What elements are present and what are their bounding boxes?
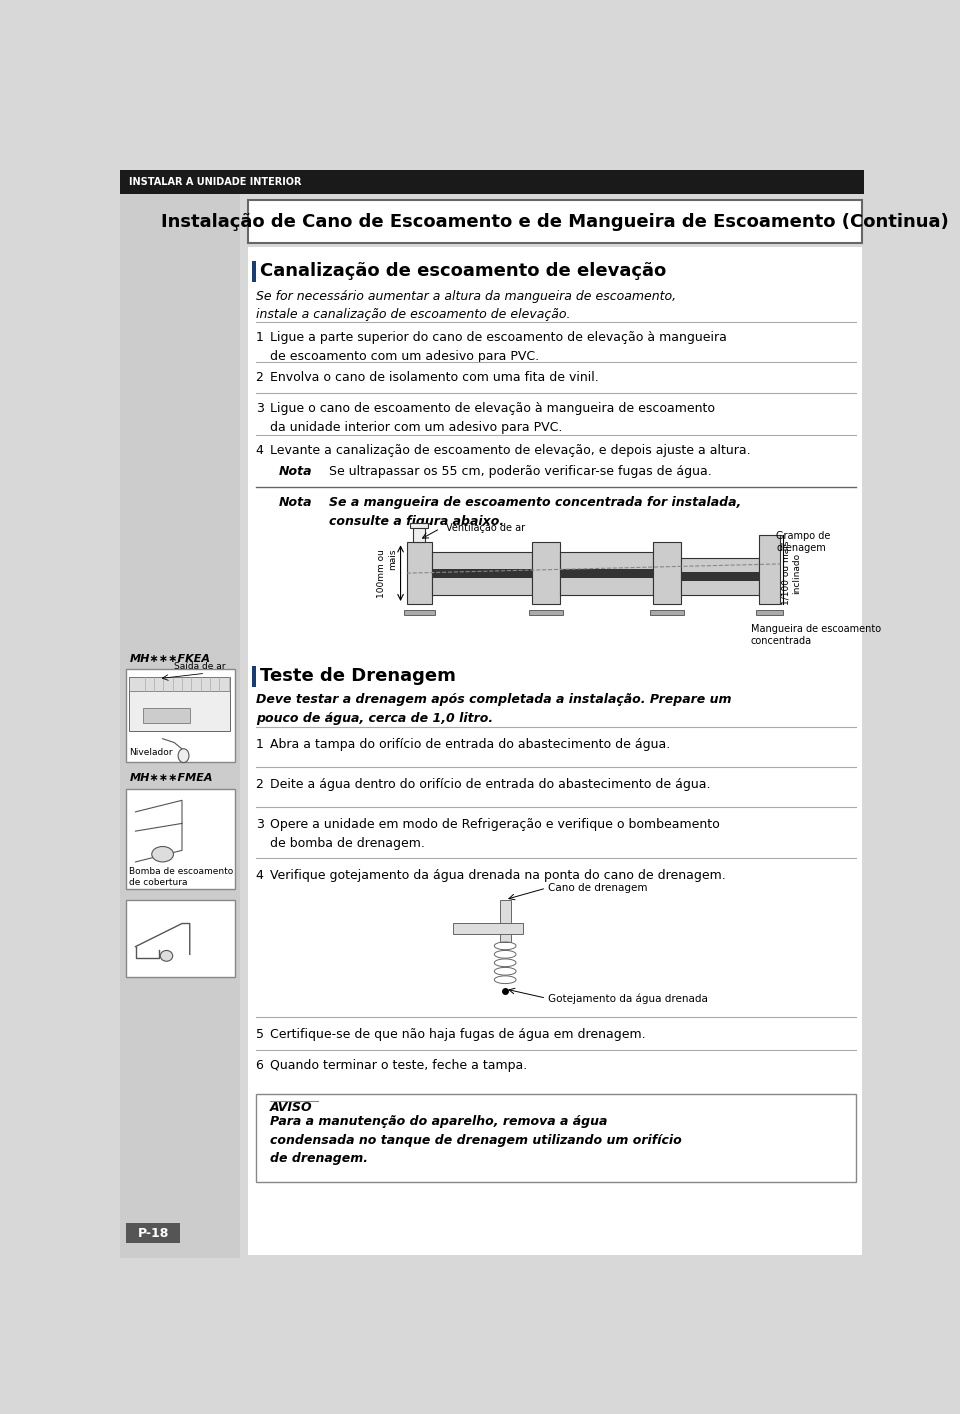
Text: Verifique gotejamento da água drenada na ponta do cano de drenagem.: Verifique gotejamento da água drenada na… (270, 868, 726, 882)
Text: Mangueira de escoamento
concentrada: Mangueira de escoamento concentrada (751, 624, 881, 646)
Text: 6: 6 (255, 1059, 263, 1072)
Text: 3: 3 (255, 819, 263, 831)
Bar (561, 551, 653, 595)
Text: Ligue o cano de escoamento de elevação à mangueira de escoamento
da unidade inte: Ligue o cano de escoamento de elevação à… (270, 402, 714, 434)
Text: Nota: Nota (278, 465, 312, 478)
Bar (403, 609, 435, 615)
Text: MH∗∗∗FKEA: MH∗∗∗FKEA (130, 655, 210, 665)
Text: AVISO: AVISO (270, 1102, 312, 1114)
Text: Abra a tampa do orifício de entrada do abastecimento de água.: Abra a tampa do orifício de entrada do a… (270, 738, 670, 751)
Text: 1: 1 (255, 738, 263, 751)
Text: Cano de drenagem: Cano de drenagem (548, 882, 647, 892)
Text: Deve testar a drenagem após completada a instalação. Prepare um
pouco de água, c: Deve testar a drenagem após completada a… (255, 693, 732, 725)
Bar (410, 523, 428, 527)
Bar (130, 677, 230, 731)
Text: 1/100 ou mais
inclinado: 1/100 ou mais inclinado (781, 542, 802, 605)
Text: Se a mangueira de escoamento concentrada for instalada,
consulte a figura abaixo: Se a mangueira de escoamento concentrada… (329, 496, 741, 527)
Bar (126, 669, 234, 762)
Text: 4: 4 (255, 444, 263, 457)
Bar (252, 666, 255, 687)
Bar (126, 789, 234, 889)
Text: Nota: Nota (278, 496, 312, 509)
Bar (126, 1223, 180, 1243)
Bar (413, 527, 425, 543)
Bar (126, 901, 234, 977)
Bar (650, 609, 684, 615)
Text: 2: 2 (255, 778, 263, 790)
Bar (120, 170, 864, 194)
Text: 3: 3 (255, 402, 263, 416)
Ellipse shape (179, 749, 189, 762)
Bar (529, 609, 564, 615)
Text: Envolva o cano de isolamento com uma fita de vinil.: Envolva o cano de isolamento com uma fit… (270, 372, 598, 385)
Bar (130, 677, 230, 691)
Text: Canalização de escoamento de elevação: Canalização de escoamento de elevação (259, 263, 665, 280)
Text: Ligue a parte superior do cano de escoamento de elevação à mangueira
de escoamen: Ligue a parte superior do cano de escoam… (270, 331, 727, 363)
Text: Levante a canalização de escoamento de elevação, e depois ajuste a altura.: Levante a canalização de escoamento de e… (270, 444, 750, 457)
Ellipse shape (160, 950, 173, 962)
Text: Nivelador: Nivelador (130, 748, 173, 756)
Text: Ventilação de ar: Ventilação de ar (445, 523, 524, 533)
Bar (681, 557, 758, 595)
Bar (407, 543, 432, 604)
Text: Certifique-se de que não haja fugas de água em drenagem.: Certifique-se de que não haja fugas de á… (270, 1028, 645, 1041)
Text: Bomba de escoamento
de cobertura: Bomba de escoamento de cobertura (130, 867, 233, 888)
Text: MH∗∗∗FMEA: MH∗∗∗FMEA (130, 773, 213, 783)
Ellipse shape (152, 847, 174, 863)
Text: Opere a unidade em modo de Refrigeração e verifique o bombeamento
de bomba de dr: Opere a unidade em modo de Refrigeração … (270, 819, 719, 850)
Text: Quando terminar o teste, feche a tampa.: Quando terminar o teste, feche a tampa. (270, 1059, 527, 1072)
Bar (120, 194, 240, 1258)
Text: INSTALAR A UNIDADE INTERIOR: INSTALAR A UNIDADE INTERIOR (130, 177, 301, 187)
Text: Instalação de Cano de Escoamento e de Mangueira de Escoamento (Continua): Instalação de Cano de Escoamento e de Ma… (161, 212, 949, 230)
Bar (561, 568, 653, 578)
Text: 2: 2 (255, 372, 263, 385)
Bar (453, 923, 523, 933)
Text: 4: 4 (255, 868, 263, 882)
Text: Teste de Drenagem: Teste de Drenagem (259, 667, 455, 686)
Bar (756, 609, 783, 615)
Text: Deite a água dentro do orifício de entrada do abastecimento de água.: Deite a água dentro do orifício de entra… (270, 778, 710, 790)
Bar (432, 568, 532, 578)
Bar (248, 246, 862, 1256)
Text: Se ultrapassar os 55 cm, poderão verificar-se fugas de água.: Se ultrapassar os 55 cm, poderão verific… (329, 465, 712, 478)
Text: 5: 5 (255, 1028, 264, 1041)
Text: Gotejamento da água drenada: Gotejamento da água drenada (548, 994, 708, 1004)
Text: 100mm ou
mais: 100mm ou mais (377, 549, 397, 598)
Text: Para a manutenção do aparelho, remova a água
condensada no tanque de drenagem ut: Para a manutenção do aparelho, remova a … (270, 1116, 682, 1165)
Bar (252, 260, 255, 283)
Text: Grampo de
drenagem: Grampo de drenagem (777, 530, 830, 553)
Bar (681, 571, 758, 581)
Bar (248, 201, 862, 243)
Bar (758, 534, 780, 604)
Text: Saída de ar: Saída de ar (175, 662, 226, 672)
Bar (500, 899, 511, 942)
Bar (143, 708, 190, 724)
Bar (255, 1093, 856, 1182)
Bar (653, 543, 681, 604)
Bar (432, 551, 532, 595)
Text: Se for necessário aumentar a altura da mangueira de escoamento,
instale a canali: Se for necessário aumentar a altura da m… (255, 290, 676, 321)
Bar (532, 543, 561, 604)
Text: 1: 1 (255, 331, 263, 345)
Text: P-18: P-18 (137, 1226, 169, 1240)
